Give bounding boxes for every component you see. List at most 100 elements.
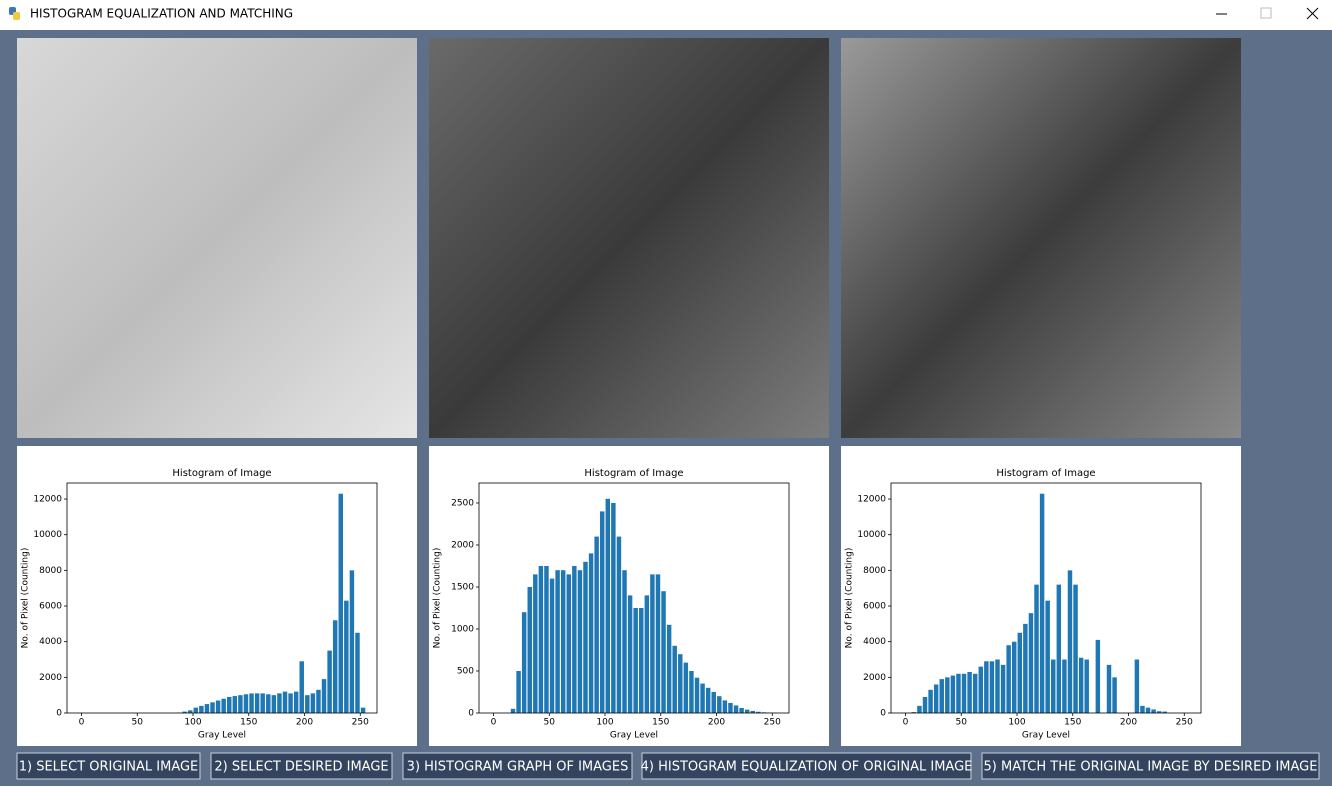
histogram-bar	[561, 570, 565, 713]
histogram-bar	[294, 692, 298, 713]
histogram-bar	[516, 671, 520, 713]
histogram-bar	[1112, 677, 1116, 713]
y-tick-label: 6000	[39, 602, 62, 612]
button-label[interactable]: 2) SELECT DESIRED IMAGE	[214, 760, 388, 775]
y-tick-label: 1500	[451, 582, 474, 592]
x-tick-label: 150	[1064, 718, 1081, 728]
histogram-bar	[361, 708, 365, 713]
histogram-bar	[1018, 633, 1022, 713]
histogram-bar	[194, 708, 198, 713]
histogram-bar	[594, 537, 598, 713]
histogram-bar	[1068, 570, 1072, 713]
histogram-bar	[678, 654, 682, 713]
histogram-bar	[745, 710, 749, 713]
histogram-bar	[667, 625, 671, 713]
histogram-bar	[1051, 660, 1055, 713]
x-tick-label: 0	[79, 718, 85, 728]
histogram-bar	[511, 709, 515, 713]
histogram-bar	[689, 671, 693, 713]
histogram-bar	[645, 595, 649, 713]
histogram-bar	[283, 692, 287, 713]
histogram-bar	[945, 677, 949, 713]
window-title: HISTOGRAM EQUALIZATION AND MATCHING	[30, 7, 293, 21]
histogram-bar	[199, 706, 203, 713]
y-tick-label: 10000	[857, 530, 886, 540]
x-tick-label: 0	[491, 718, 497, 728]
x-axis-label: Gray Level	[610, 731, 658, 741]
histogram-bar	[589, 553, 593, 713]
y-tick-label: 8000	[863, 566, 886, 576]
histogram-bar	[572, 566, 576, 713]
histogram-bar	[633, 608, 637, 713]
histogram-bar	[600, 511, 604, 713]
x-tick-label: 250	[352, 718, 369, 728]
histogram-bar	[728, 703, 732, 713]
y-tick-label: 6000	[863, 602, 886, 612]
histogram-bar	[1062, 660, 1066, 713]
y-tick-label: 4000	[863, 637, 886, 647]
button-label[interactable]: 4) HISTOGRAM EQUALIZATION OF ORIGINAL IM…	[641, 760, 973, 775]
button-label[interactable]: 5) MATCH THE ORIGINAL IMAGE BY DESIRED I…	[984, 760, 1318, 775]
histogram-bar	[311, 693, 315, 713]
x-tick-label: 100	[596, 718, 613, 728]
histogram-bar	[1057, 585, 1061, 713]
y-tick-label: 4000	[39, 637, 62, 647]
histogram-bar	[316, 690, 320, 713]
histogram-bar	[661, 591, 665, 713]
histogram-bar	[255, 693, 259, 713]
histogram-bar	[1107, 665, 1111, 713]
y-tick-label: 0	[880, 709, 886, 719]
y-tick-label: 12000	[33, 495, 62, 505]
histogram-bar	[355, 633, 359, 713]
x-tick-label: 150	[652, 718, 669, 728]
histogram-bar	[672, 646, 676, 713]
y-tick-label: 1000	[451, 624, 474, 634]
button-label[interactable]: 1) SELECT ORIGINAL IMAGE	[19, 760, 199, 775]
histogram-bar	[244, 694, 248, 713]
histogram-bar	[967, 672, 971, 713]
histogram-bar	[333, 620, 337, 713]
histogram-bar	[1140, 706, 1144, 713]
histogram-bar	[544, 566, 548, 713]
histogram-bar	[216, 701, 220, 713]
original-image	[17, 38, 417, 438]
histogram-bar	[934, 684, 938, 713]
chart-title: Histogram of Image	[996, 468, 1095, 479]
x-tick-label: 100	[184, 718, 201, 728]
histogram-bar	[227, 697, 231, 713]
histogram-bar	[305, 695, 309, 713]
x-tick-label: 50	[132, 718, 144, 728]
histogram-bar	[923, 697, 927, 713]
histogram-bar	[622, 570, 626, 713]
histogram-bar	[550, 579, 554, 713]
histogram-bar	[1146, 708, 1150, 713]
histogram-bar	[739, 708, 743, 713]
y-tick-label: 8000	[39, 566, 62, 576]
histogram-bar	[650, 574, 654, 713]
histogram-bar	[979, 667, 983, 713]
histogram-bar	[205, 704, 209, 713]
x-axis-label: Gray Level	[1022, 731, 1070, 741]
button-label[interactable]: 3) HISTOGRAM GRAPH OF IMAGES	[407, 760, 629, 775]
histogram-bar	[277, 693, 281, 713]
histogram-bar	[962, 674, 966, 713]
histogram-bar	[1045, 601, 1049, 713]
histogram-bar	[1073, 585, 1077, 713]
y-tick-label: 0	[56, 709, 62, 719]
histogram-bar	[1023, 624, 1027, 713]
histogram-bar	[578, 570, 582, 713]
histogram-bar	[639, 608, 643, 713]
histogram-bar	[1001, 665, 1005, 713]
histogram-bar	[700, 684, 704, 713]
histogram-bar	[628, 595, 632, 713]
histogram-bar	[617, 537, 621, 713]
histogram-bar	[344, 601, 348, 713]
histogram-bar	[1135, 660, 1139, 713]
histogram-bar	[990, 661, 994, 713]
histogram-bar	[249, 693, 253, 713]
y-tick-label: 2000	[863, 673, 886, 683]
y-tick-label: 2000	[39, 673, 62, 683]
histogram-bar	[940, 679, 944, 713]
histogram-bar	[951, 676, 955, 713]
histogram-bar	[956, 674, 960, 713]
